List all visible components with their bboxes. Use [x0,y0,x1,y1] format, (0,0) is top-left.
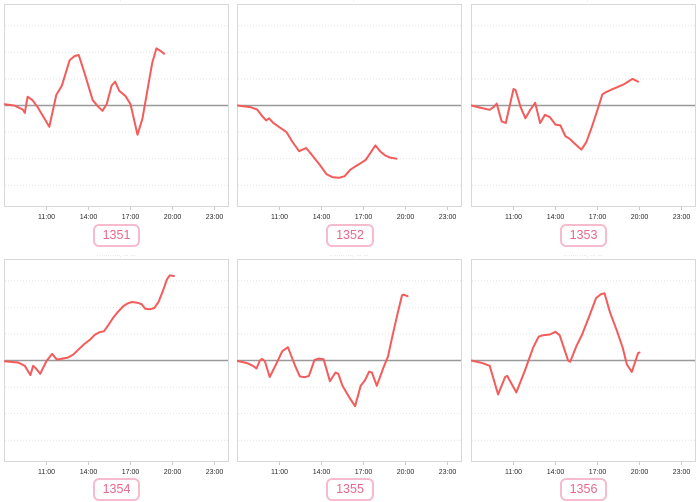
chart-badge-row: 1356 [467,478,700,501]
x-axis-tick-label: 17:00 [122,214,140,221]
x-axis-tick-label: 20:00 [397,469,415,476]
x-axis-tick-label: 14:00 [313,469,331,476]
chart-svg: 11:00 14:00 17:00 20:00 23:00 [470,259,696,476]
x-axis-tick-label: 11:00 [271,469,288,476]
x-axis-tick-label: 11:00 [38,469,55,476]
x-axis-tick-label: 11:00 [505,214,522,221]
x-axis-tick-label: 20:00 [631,214,649,221]
chart-id-badge[interactable]: 1353 [559,224,608,247]
chart-plot: 11:00 14:00 17:00 20:00 23:00 [3,259,229,482]
chart-id-badge[interactable]: 1352 [326,224,374,247]
chart-svg: 11:00 14:00 17:00 20:00 23:00 [470,4,696,221]
chart-badge-row: 1354 [0,478,233,501]
x-axis-tick-label: 20:00 [631,469,649,476]
chart-plot: 11:00 14:00 17:00 20:00 23:00 [236,4,462,227]
series-line [3,47,166,136]
chart-cell: ·· ····· ····, ··· ··· 11:00 14:00 17:00 20… [0,0,233,252]
x-axis-tick-label: 17:00 [589,214,607,221]
chart-title: ·· ····· ····, ··· ··· [4,0,229,2]
chart-badge-row: 1351 [0,224,233,247]
chart-id-badge[interactable]: 1356 [559,478,608,501]
chart-badge-row: 1353 [467,224,700,247]
series-line [470,77,640,151]
chart-id-badge[interactable]: 1351 [92,224,141,247]
x-axis-tick-label: 23:00 [439,469,457,476]
chart-svg: 11:00 14:00 17:00 20:00 23:00 [236,4,462,221]
chart-title: ·· ····· ····, ··· ··· [96,253,137,258]
chart-cell: ·· ····· ····, ··· ··· 11:00 14:00 17:00 20… [233,0,467,252]
x-axis-tick-label: 20:00 [164,469,182,476]
chart-plot: 11:00 14:00 17:00 20:00 23:00 [3,4,229,227]
chart-svg: 11:00 14:00 17:00 20:00 23:00 [3,259,229,476]
x-axis-tick-label: 23:00 [673,469,691,476]
series-line [236,104,398,179]
x-axis-tick-label: 14:00 [80,469,98,476]
x-axis-tick-label: 14:00 [547,214,565,221]
chart-cell: ·· ····· ····, ··· ··· 11:00 14:00 17:00 20… [467,0,700,252]
x-axis-tick-label: 17:00 [122,469,140,476]
series-line [3,274,175,377]
series-line [470,292,641,396]
x-axis-tick-label: 17:00 [589,469,607,476]
chart-title: ·· ····· ····, ··· ··· [329,253,370,258]
x-axis-tick-label: 17:00 [355,214,373,221]
chart-plot: 11:00 14:00 17:00 20:00 23:00 [470,259,696,482]
chart-plot: 11:00 14:00 17:00 20:00 23:00 [470,4,696,227]
chart-title: ·· ····· ····, ··· ··· [237,0,462,2]
chart-cell: ·· ····· ····, ··· ··· 11:00 14:00 17:00 20… [467,252,700,502]
x-axis-tick-label: 11:00 [505,469,522,476]
x-axis-tick-label: 11:00 [38,214,55,221]
x-axis-tick-label: 17:00 [355,469,373,476]
chart-svg: 11:00 14:00 17:00 20:00 23:00 [236,259,462,476]
chart-badge-row: 1352 [233,224,467,247]
x-axis-tick-label: 23:00 [206,214,224,221]
x-axis-tick-label: 23:00 [206,469,224,476]
chart-id-badge[interactable]: 1354 [92,478,141,501]
chart-cell: ·· ····· ····, ··· ··· 11:00 14:00 17:00 20… [0,252,233,502]
x-axis-tick-label: 14:00 [80,214,98,221]
x-axis-tick-label: 23:00 [439,214,457,221]
chart-svg: 11:00 14:00 17:00 20:00 23:00 [3,4,229,221]
chart-id-badge[interactable]: 1355 [326,478,374,501]
x-axis-tick-label: 11:00 [271,214,288,221]
chart-title: ·· ····· ····, ··· ··· [471,0,696,2]
x-axis-tick-label: 14:00 [547,469,565,476]
chart-badge-row: 1355 [233,478,467,501]
x-axis-tick-label: 23:00 [673,214,691,221]
chart-plot: 11:00 14:00 17:00 20:00 23:00 [236,259,462,482]
chart-title: ·· ····· ····, ··· ··· [563,253,604,258]
series-line [236,293,409,408]
x-axis-tick-label: 20:00 [397,214,415,221]
chart-cell: ·· ····· ····, ··· ··· 11:00 14:00 17:00 20… [233,252,467,502]
x-axis-tick-label: 14:00 [313,214,331,221]
x-axis-tick-label: 20:00 [164,214,182,221]
